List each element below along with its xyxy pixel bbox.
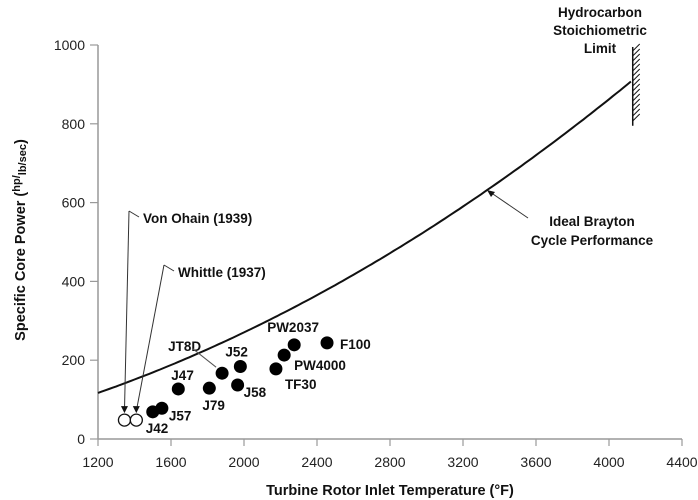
limit-hatch [632, 113, 641, 122]
early-engine-point [117, 413, 132, 427]
limit-hatch [632, 98, 641, 107]
engine-point-f100 [320, 336, 334, 350]
x-tick-label: 1600 [155, 454, 186, 470]
engine-label-pw4000: PW4000 [294, 358, 346, 373]
y-tick-label: 1000 [54, 37, 85, 53]
limit-hatch [632, 68, 641, 77]
engine-label-jt8d: JT8D [168, 339, 201, 354]
arrowhead-icon [132, 406, 140, 414]
axes: 1200 1600 2000 2400 2800 3200 3600 4000 4400 0 200… [54, 37, 698, 470]
engine-label-j79: J79 [202, 398, 225, 413]
engine-label-f100: F100 [340, 337, 371, 352]
early-arrow-line [123, 210, 130, 412]
early-engine-point [129, 413, 143, 427]
limit-hatch [632, 108, 641, 117]
y-axis-title: Specific Core Power (hp/lb/sec) [11, 139, 29, 341]
curve-label-line1: Ideal Brayton [549, 214, 635, 229]
arrowhead-icon [487, 190, 495, 197]
early-label-leader [128, 210, 140, 218]
engine-point-j79 [202, 381, 216, 395]
ideal-brayton-curve [97, 80, 632, 394]
engine-label-tf30: TF30 [285, 377, 317, 392]
engine-point-pw4000 [277, 348, 291, 362]
x-axis-title: Turbine Rotor Inlet Temperature (°F) [266, 483, 514, 499]
y-tick-label: 200 [62, 352, 86, 368]
early-engine-label: Whittle (1937) [178, 265, 266, 280]
engine-label-pw2037: PW2037 [267, 320, 319, 335]
limit-hatch [632, 93, 641, 102]
jt8d-leader-line [191, 347, 217, 368]
ideal-brayton-curve-group [97, 43, 641, 394]
limit-hatch [632, 58, 641, 67]
limit-hatch [632, 53, 641, 62]
engine-point-j47 [171, 382, 185, 396]
engine-point-j52 [233, 360, 247, 374]
x-tick-label: 2000 [228, 454, 259, 470]
x-tick-label: 4400 [666, 454, 697, 470]
curve-label-leader [489, 191, 529, 219]
engine-label-j42: J42 [146, 421, 169, 436]
limit-hatch [632, 83, 641, 92]
x-tick-label: 3600 [520, 454, 551, 470]
y-tick-label: 0 [77, 431, 85, 447]
engine-label-j58: J58 [244, 385, 267, 400]
engine-label-j57: J57 [169, 408, 192, 423]
x-tick-label: 2400 [301, 454, 332, 470]
y-tick-label: 400 [62, 273, 86, 289]
early-engine-label: Von Ohain (1939) [143, 211, 252, 226]
limit-hatch [632, 48, 641, 57]
engine-point-j58 [231, 378, 245, 392]
engine-point-jt8d [215, 366, 229, 380]
y-tick-label: 600 [62, 195, 86, 211]
limit-label-line2: Stoichiometric [553, 23, 647, 38]
early-label-leader [163, 264, 175, 272]
engine-point-tf30 [269, 362, 283, 376]
engine-label-j47: J47 [171, 368, 194, 383]
x-tick-label: 4000 [593, 454, 624, 470]
limit-label-line1: Hydrocarbon [558, 5, 642, 20]
x-tick-label: 1200 [82, 454, 113, 470]
limit-hatch [632, 103, 641, 112]
limit-hatch [632, 88, 641, 97]
y-tick-label: 800 [62, 116, 86, 132]
limit-hatch [632, 78, 641, 87]
limit-hatch [632, 43, 641, 52]
early-arrow-line [135, 264, 165, 412]
limit-label-line3: Limit [584, 41, 617, 56]
limit-hatch [632, 73, 641, 82]
curve-label-line2: Cycle Performance [531, 233, 654, 248]
x-tick-label: 2800 [374, 454, 405, 470]
data-points [117, 336, 334, 427]
x-tick-label: 3200 [447, 454, 478, 470]
engine-point-j57 [155, 401, 169, 415]
arrowhead-icon [120, 406, 128, 414]
engine-label-j52: J52 [225, 345, 248, 360]
limit-hatch [632, 63, 641, 72]
engine-point-pw2037 [287, 338, 301, 352]
